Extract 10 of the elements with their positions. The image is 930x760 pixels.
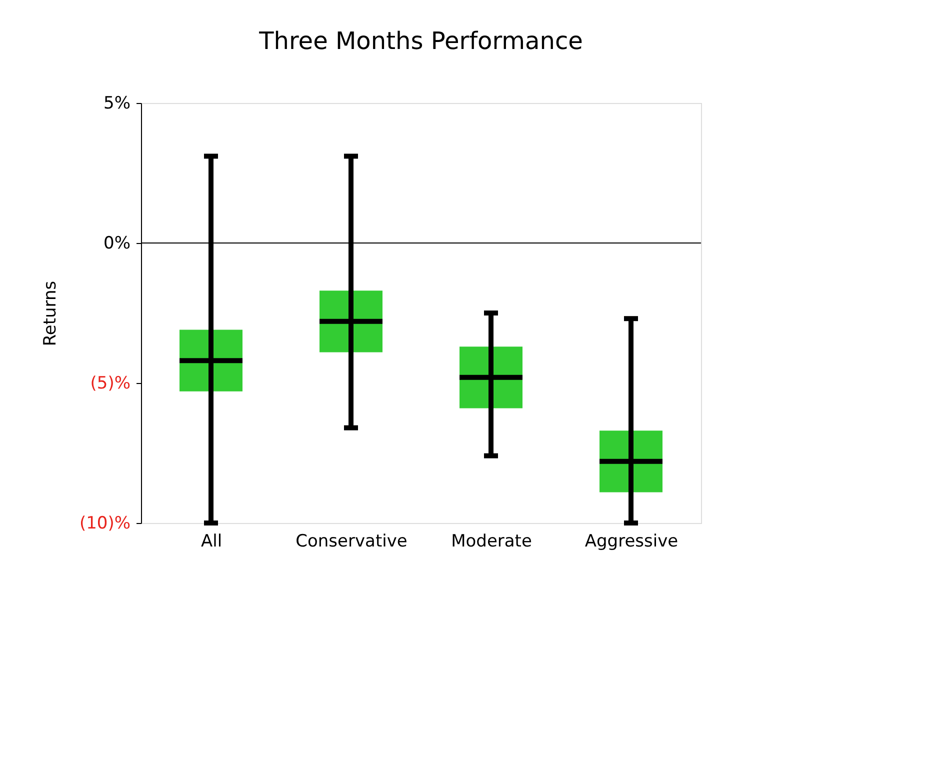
x-tick-label: Moderate bbox=[451, 532, 532, 552]
y-axis-title: Returns bbox=[40, 280, 60, 346]
x-tick-label: Conservative bbox=[296, 532, 408, 552]
y-tick-label: 0% bbox=[104, 234, 130, 254]
x-tick-label: Aggressive bbox=[584, 532, 678, 552]
y-tick-label: (5)% bbox=[90, 374, 130, 394]
y-tick-label: (10)% bbox=[79, 514, 130, 534]
y-tick-label: 5% bbox=[104, 94, 130, 114]
x-tick-label: All bbox=[200, 532, 222, 552]
chart-title: Three Months Performance bbox=[258, 27, 583, 55]
